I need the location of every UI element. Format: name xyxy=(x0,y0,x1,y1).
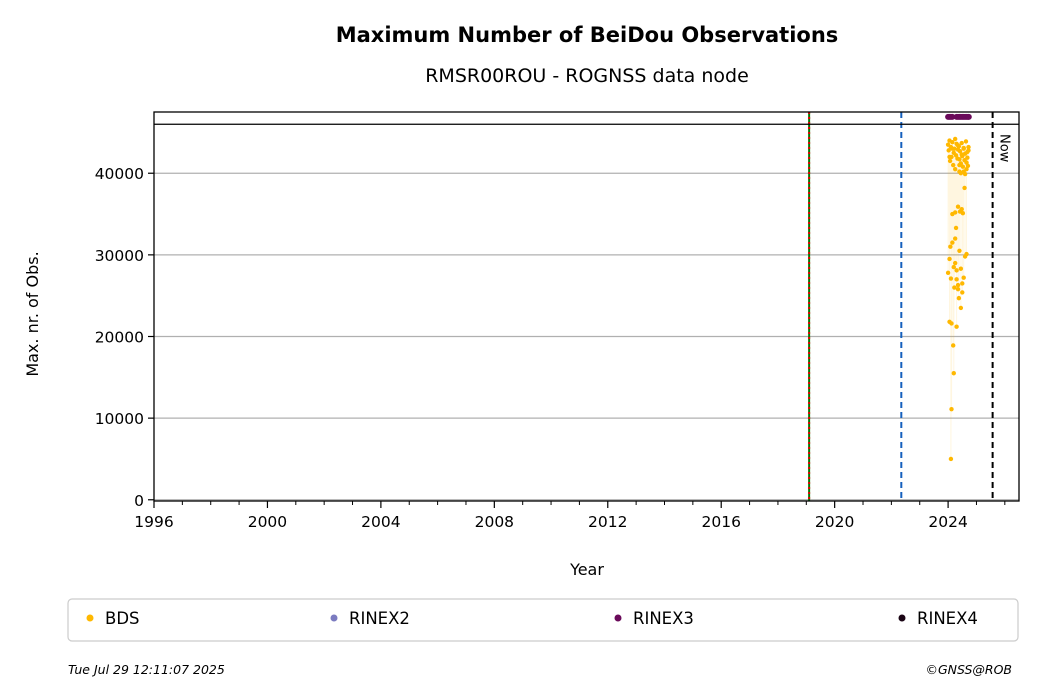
data-point-bds xyxy=(963,139,969,144)
x-tick-label: 2020 xyxy=(815,513,854,531)
data-point-bds xyxy=(947,256,952,262)
footer-copyright: ©GNSS@ROB xyxy=(925,662,1012,677)
legend-marker-bds xyxy=(86,614,94,622)
legend-marker-rinex4 xyxy=(898,614,906,622)
data-point-bds xyxy=(955,282,961,288)
data-point-bds xyxy=(952,260,958,266)
footer-timestamp: Tue Jul 29 12:11:07 2025 xyxy=(68,662,225,677)
x-axis-label: Year xyxy=(569,560,604,579)
data-point-bds xyxy=(955,204,961,209)
data-point-bds xyxy=(948,276,954,281)
y-tick-label: 40000 xyxy=(95,165,144,183)
data-point-bds xyxy=(952,166,958,172)
data-point-bds xyxy=(945,270,951,276)
y-tick-label: 0 xyxy=(134,492,144,510)
data-point-bds xyxy=(961,275,966,280)
y-tick-label: 10000 xyxy=(95,410,144,428)
data-point-bds xyxy=(960,211,966,216)
data-point-bds xyxy=(952,136,958,142)
data-point-bds xyxy=(958,266,964,271)
grid-lines xyxy=(154,172,1019,501)
data-point-bds xyxy=(954,277,959,282)
legend-label-rinex2: RINEX2 xyxy=(349,609,410,628)
data-point-bds xyxy=(964,166,969,172)
data-point-bds xyxy=(960,281,965,286)
legend-label-bds: BDS xyxy=(105,609,140,628)
data-point-bds xyxy=(952,236,958,241)
chart-subtitle: RMSR00ROU - ROGNSS data node xyxy=(425,65,749,87)
data-point-bds xyxy=(957,248,962,253)
data-point-bds xyxy=(965,155,970,160)
data-point-bds xyxy=(949,321,954,326)
data-point-bds xyxy=(948,244,953,249)
data-point-bds xyxy=(953,225,959,231)
data-point-bds xyxy=(950,240,955,245)
chart-title: Maximum Number of BeiDou Observations xyxy=(336,23,839,47)
data-point-rinex3 xyxy=(949,113,956,120)
x-tick-label: 2012 xyxy=(588,513,627,531)
legend-label-rinex3: RINEX3 xyxy=(633,609,694,628)
data-point-bds xyxy=(955,143,961,148)
data-point-bds xyxy=(966,144,971,150)
data-point-bds xyxy=(957,157,962,162)
data-point-bds xyxy=(964,251,969,257)
data-point-bds xyxy=(951,343,956,348)
y-axis-ticks: 0 10000 20000 30000 40000 xyxy=(95,165,154,510)
data-point-bds xyxy=(961,146,966,151)
plot-frame xyxy=(153,111,1020,502)
data-point-bds xyxy=(958,305,964,311)
data-point-bds xyxy=(966,148,971,153)
data-point-bds xyxy=(956,295,962,301)
legend-box xyxy=(67,598,1019,642)
data-point-bds xyxy=(947,158,953,164)
y-tick-label: 30000 xyxy=(95,247,144,265)
data-point-bds xyxy=(952,285,957,290)
data-point-bds xyxy=(951,264,956,270)
x-tick-label: 1996 xyxy=(134,513,173,531)
data-point-bds xyxy=(950,140,955,145)
y-axis-label: Max. nr. of Obs. xyxy=(23,251,42,376)
legend: BDS RINEX2 RINEX3 RINEX4 xyxy=(67,598,1019,642)
data-point-bds xyxy=(950,146,955,151)
data-point-bds xyxy=(962,171,968,177)
data-point-bds xyxy=(957,162,962,168)
x-tick-label: 2004 xyxy=(361,513,400,531)
data-point-bds xyxy=(960,290,965,295)
data-point-bds xyxy=(954,268,959,273)
data-point-rinex3 xyxy=(965,113,972,120)
y-tick-label: 20000 xyxy=(95,329,144,347)
legend-marker-rinex2 xyxy=(330,614,338,622)
data-point-bds xyxy=(947,154,952,160)
data-point-bds xyxy=(952,210,958,215)
data-point-bds xyxy=(959,140,964,146)
data-point-bds xyxy=(960,164,966,169)
data-point-bds xyxy=(951,162,956,168)
data-point-bds xyxy=(954,324,959,329)
data-point-bds xyxy=(959,152,964,157)
data-point-bds xyxy=(962,185,967,191)
data-point-bds xyxy=(957,148,963,154)
now-marker-label: Now xyxy=(997,134,1012,163)
legend-marker-rinex3 xyxy=(614,614,622,622)
data-point-bds xyxy=(955,286,961,292)
vertical-markers: Now xyxy=(808,112,1012,501)
data-point-bds xyxy=(949,406,954,412)
x-axis-ticks: 1996 2000 2004 2008 2012 2016 2020 2024 xyxy=(134,501,1006,531)
x-tick-label: 2016 xyxy=(701,513,740,531)
data-point-bds xyxy=(946,148,951,153)
x-tick-label: 2008 xyxy=(475,513,514,531)
data-points xyxy=(945,113,972,462)
data-point-bds xyxy=(951,371,956,376)
x-tick-label: 2000 xyxy=(248,513,287,531)
data-point-bds xyxy=(948,456,954,462)
x-tick-label: 2024 xyxy=(928,513,967,531)
data-point-bds xyxy=(959,206,964,212)
legend-label-rinex4: RINEX4 xyxy=(917,609,978,628)
